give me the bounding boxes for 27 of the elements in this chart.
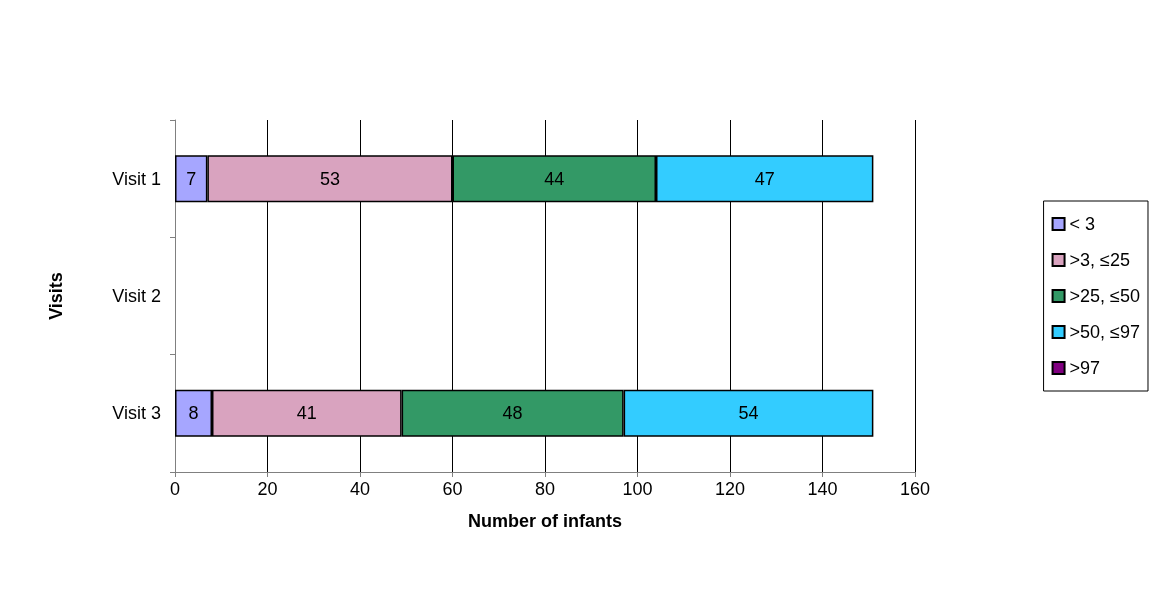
legend-label: >3, ≤25: [1069, 250, 1130, 270]
y-tick-label: Visit 1: [112, 168, 161, 189]
x-tick-label: 100: [622, 479, 653, 499]
legend-label: >97: [1069, 358, 1101, 378]
x-tick-label: 20: [257, 479, 278, 499]
x-tick-label: 60: [442, 479, 463, 499]
data-label: 53: [319, 168, 340, 189]
x-tick-label: 40: [349, 479, 371, 499]
data-label: 7: [186, 168, 197, 189]
data-label: 47: [754, 168, 775, 189]
y-axis-title: Visits: [46, 272, 66, 320]
x-tick-label: 0: [169, 479, 181, 499]
y-tick-label: Visit 3: [112, 403, 161, 424]
x-tick-label: 140: [807, 479, 838, 499]
data-label: 54: [738, 403, 759, 424]
y-tick-label: Visit 2: [112, 286, 161, 306]
x-tick-label: 120: [714, 479, 746, 499]
legend-label: < 3: [1069, 214, 1096, 234]
x-tick-label: 80: [534, 479, 556, 499]
x-axis-title: Number of infants: [467, 511, 623, 531]
legend-label: >50, ≤97: [1069, 322, 1140, 342]
legend-label: >25, ≤50: [1069, 286, 1140, 306]
data-label: 44: [544, 168, 565, 189]
data-label: 48: [502, 403, 523, 424]
x-tick-label: 160: [899, 479, 931, 499]
data-label: 41: [296, 403, 317, 424]
data-label: 8: [188, 403, 199, 424]
